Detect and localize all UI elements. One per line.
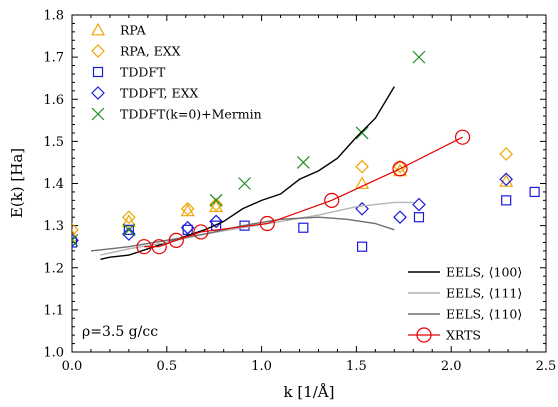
data-point [72, 222, 79, 237]
legend-marker [91, 107, 105, 121]
legend-lower: EELS, ⟨100⟩ EELS, ⟨111⟩ EELS, ⟨110⟩ XRTS [408, 265, 522, 343]
data-point [259, 215, 275, 232]
y-tick-label: 1.3 [43, 219, 64, 234]
data-point [393, 210, 407, 225]
data-point [72, 233, 79, 247]
legend-label: XRTS [446, 328, 481, 343]
series-line [100, 86, 395, 261]
series-2 [72, 186, 540, 252]
data-point [499, 174, 514, 187]
data-point [72, 228, 80, 242]
data-point [209, 193, 223, 207]
series-layer [72, 50, 540, 261]
legend-label: EELS, ⟨110⟩ [446, 307, 522, 322]
data-point [499, 172, 514, 187]
legend-label: RPA, EXX [120, 44, 181, 59]
data-point [136, 239, 152, 255]
data-point [209, 214, 223, 229]
x-tick-label: 1.0 [251, 359, 272, 374]
series-3 [72, 172, 514, 248]
data-point [168, 232, 184, 248]
series-7 [90, 216, 395, 252]
x-tick-label: 0.5 [156, 359, 177, 374]
y-tick-label: 1.1 [43, 303, 64, 318]
legend-label: EELS, ⟨111⟩ [446, 286, 522, 301]
data-point [413, 212, 425, 223]
data-point [412, 50, 426, 64]
data-point [122, 223, 136, 237]
series-6 [100, 201, 414, 256]
data-point [72, 233, 79, 248]
data-point [238, 177, 251, 190]
data-point [296, 156, 310, 169]
legend-label: TDDFT, EXX [120, 86, 199, 101]
legend-label: RPA [120, 23, 147, 38]
y-tick-label: 1.2 [43, 261, 64, 276]
data-point [180, 201, 195, 216]
data-point [499, 147, 514, 161]
x-tick-label: 2.0 [441, 359, 462, 374]
data-point [355, 201, 369, 216]
y-axis-label: E(k) [Ha] [8, 148, 26, 218]
series-line [90, 216, 395, 252]
data-point [180, 220, 195, 235]
x-tick-label: 2.5 [536, 359, 557, 374]
data-point [392, 161, 408, 177]
series-4 [72, 50, 426, 247]
data-point [122, 210, 136, 225]
data-point [355, 159, 369, 174]
legend-marker [416, 327, 432, 343]
data-point [193, 224, 209, 240]
data-point [209, 197, 223, 212]
x-tick-label: 0.0 [62, 359, 83, 374]
y-tick-label: 1.4 [43, 177, 64, 192]
data-point [122, 227, 136, 241]
data-point [151, 239, 167, 255]
legend-upper: RPA RPA, EXX TDDFT TDDFT, EXX TDDFT(k=0)+Mer… [90, 22, 262, 122]
series-8 [136, 129, 471, 255]
x-axis-label: k [1/Å] [284, 383, 335, 401]
data-point [412, 197, 426, 212]
y-tick-label: 1.7 [43, 51, 64, 66]
legend-marker [90, 22, 106, 36]
data-point [324, 192, 340, 208]
legend-marker [91, 86, 105, 100]
data-point [298, 222, 309, 233]
legend-label: TDDFT(k=0)+Mermin [120, 107, 262, 122]
data-point [501, 195, 512, 206]
data-point [180, 203, 195, 217]
legend-marker [92, 66, 104, 78]
axis-ticks: 0.0 0.5 1.0 1.5 2.0 2.5 1.0 1.1 1.2 1.3 1.4 1.5 1.6 1… [43, 9, 556, 375]
y-tick-label: 1.8 [43, 9, 64, 24]
data-point [356, 241, 368, 252]
y-tick-label: 1.0 [43, 346, 64, 361]
legend-label: TDDFT [120, 65, 166, 80]
data-point [355, 176, 370, 189]
series-5 [100, 86, 395, 261]
y-tick-label: 1.6 [43, 93, 64, 108]
data-point [355, 126, 369, 140]
data-point [123, 224, 134, 235]
y-tick-label: 1.5 [43, 135, 64, 150]
data-point [209, 199, 224, 213]
data-point [121, 214, 136, 227]
legend-label: EELS, ⟨100⟩ [446, 265, 522, 280]
legend-marker [91, 44, 105, 58]
series-line [100, 201, 414, 256]
data-point [393, 159, 407, 174]
data-point [529, 186, 540, 198]
series-1 [72, 147, 514, 237]
data-point [454, 129, 471, 145]
series-line [144, 136, 463, 248]
density-annotation: ρ=3.5 g/cc [82, 324, 158, 340]
x-tick-label: 1.5 [346, 359, 367, 374]
